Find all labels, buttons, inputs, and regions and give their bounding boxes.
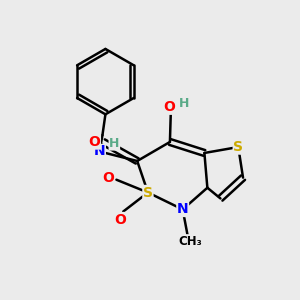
Text: CH₃: CH₃ <box>179 235 202 248</box>
Text: S: S <box>233 140 243 154</box>
Text: O: O <box>103 171 114 184</box>
Text: S: S <box>143 185 153 200</box>
Text: O: O <box>164 100 175 114</box>
Text: H: H <box>109 137 119 150</box>
Text: O: O <box>114 212 126 226</box>
Text: N: N <box>94 145 105 158</box>
Text: O: O <box>88 135 101 149</box>
Text: N: N <box>177 202 188 216</box>
Text: H: H <box>179 97 189 110</box>
